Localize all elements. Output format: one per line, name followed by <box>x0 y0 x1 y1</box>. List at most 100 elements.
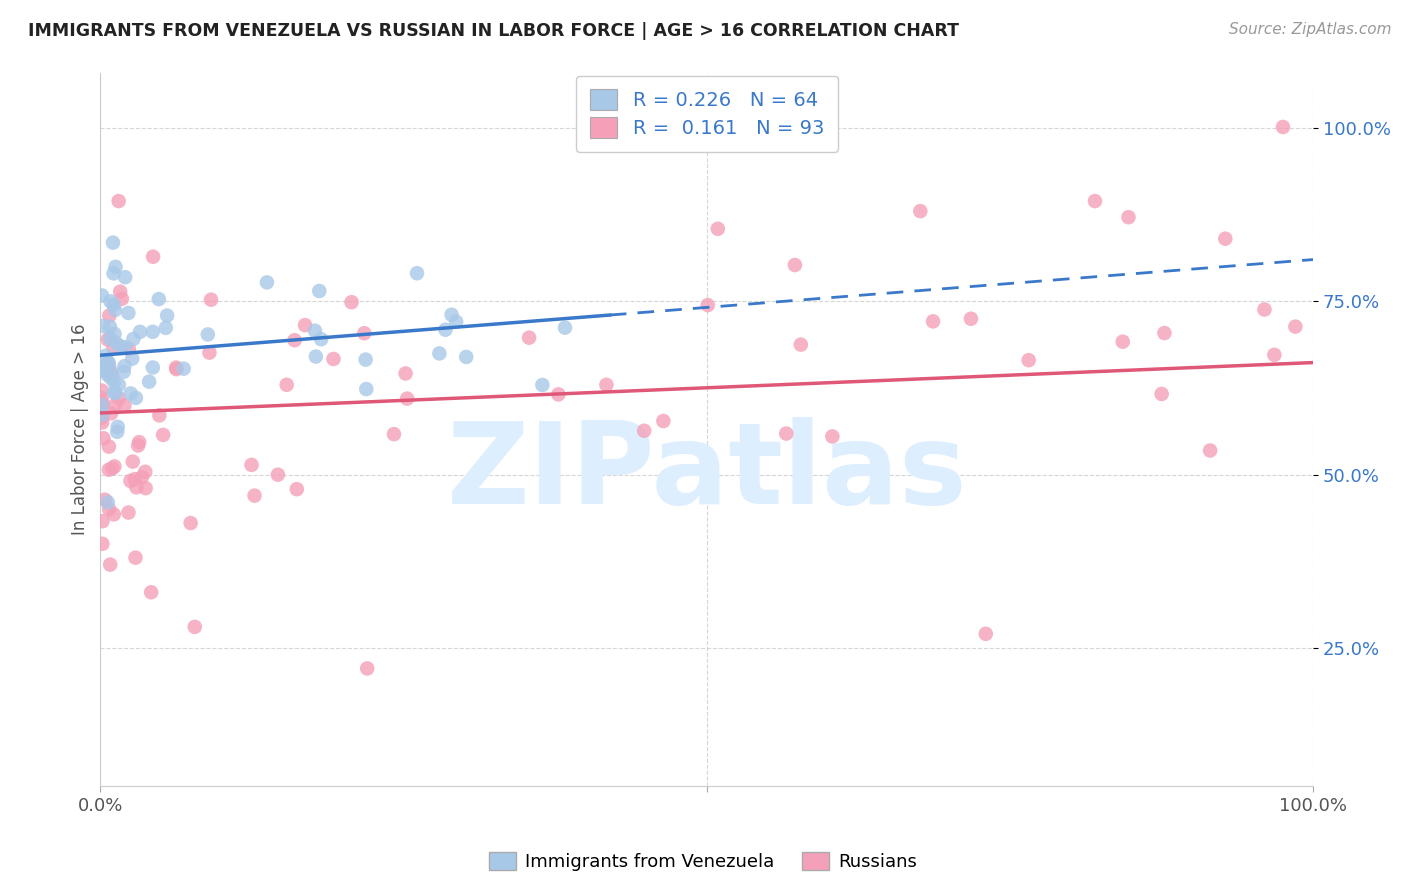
Point <box>98 319 121 334</box>
Point <box>309 332 332 346</box>
Point <box>96 355 118 369</box>
Point <box>108 377 131 392</box>
Point <box>91 288 114 302</box>
Point <box>1271 120 1294 134</box>
Point <box>103 326 125 341</box>
Point <box>124 550 146 565</box>
Point <box>1018 353 1040 368</box>
Point <box>105 336 128 351</box>
Point <box>131 470 153 484</box>
Point <box>1112 334 1135 349</box>
Point <box>141 585 163 599</box>
Point <box>974 627 997 641</box>
Point <box>531 378 554 392</box>
Point <box>93 319 115 334</box>
Point <box>104 386 127 401</box>
Point <box>440 308 463 322</box>
Point <box>111 292 134 306</box>
Point <box>117 506 139 520</box>
Point <box>200 293 222 307</box>
Point <box>1213 232 1236 246</box>
Point <box>97 440 120 454</box>
Point <box>173 361 195 376</box>
Point <box>456 350 478 364</box>
Point <box>103 459 125 474</box>
Point <box>1153 326 1175 340</box>
Point <box>93 431 115 445</box>
Point <box>595 377 617 392</box>
Point <box>322 351 344 366</box>
Point <box>184 620 207 634</box>
Point <box>122 332 145 346</box>
Point <box>353 326 375 341</box>
Point <box>114 359 136 373</box>
Point <box>90 410 112 425</box>
Point <box>197 327 219 342</box>
Point <box>394 367 416 381</box>
Point <box>444 315 467 329</box>
Point <box>356 661 378 675</box>
Point <box>240 458 263 472</box>
Point <box>101 461 124 475</box>
Point <box>108 392 131 406</box>
Point <box>285 482 308 496</box>
Point <box>696 298 718 312</box>
Point <box>256 276 278 290</box>
Point <box>90 384 112 398</box>
Point <box>104 260 127 274</box>
Point <box>97 359 120 373</box>
Point <box>90 361 112 376</box>
Point <box>633 424 655 438</box>
Point <box>156 309 179 323</box>
Text: ZIPatlas: ZIPatlas <box>447 417 967 528</box>
Point <box>107 420 129 434</box>
Point <box>396 392 419 406</box>
Point <box>284 333 307 347</box>
Point <box>121 351 143 366</box>
Point <box>427 346 450 360</box>
Point <box>94 360 117 375</box>
Point <box>1084 194 1107 208</box>
Point <box>547 387 569 401</box>
Point <box>707 221 730 235</box>
Point <box>783 258 806 272</box>
Point <box>294 318 316 333</box>
Point <box>94 364 117 378</box>
Point <box>114 270 136 285</box>
Point <box>1284 319 1306 334</box>
Point <box>121 455 143 469</box>
Point <box>90 391 112 405</box>
Point <box>98 309 121 323</box>
Point <box>125 480 148 494</box>
Point <box>775 426 797 441</box>
Point <box>90 398 112 412</box>
Point <box>406 266 429 280</box>
Point <box>356 382 378 396</box>
Point <box>108 285 131 299</box>
Point <box>198 345 221 359</box>
Legend: Immigrants from Venezuela, Russians: Immigrants from Venezuela, Russians <box>482 845 924 879</box>
Point <box>910 204 932 219</box>
Point <box>1253 302 1275 317</box>
Point <box>142 325 165 339</box>
Point <box>554 320 576 334</box>
Point <box>94 349 117 363</box>
Point <box>340 295 363 310</box>
Point <box>90 399 112 413</box>
Point <box>1199 443 1222 458</box>
Point <box>103 375 125 389</box>
Point <box>91 537 114 551</box>
Point <box>821 429 844 443</box>
Point <box>180 516 202 530</box>
Point <box>91 397 114 411</box>
Point <box>267 467 290 482</box>
Point <box>114 399 136 413</box>
Point <box>152 428 174 442</box>
Point <box>127 438 149 452</box>
Point <box>97 333 120 347</box>
Point <box>90 358 112 372</box>
Y-axis label: In Labor Force | Age > 16: In Labor Force | Age > 16 <box>72 324 89 535</box>
Point <box>91 514 114 528</box>
Point <box>114 340 136 354</box>
Point <box>304 324 326 338</box>
